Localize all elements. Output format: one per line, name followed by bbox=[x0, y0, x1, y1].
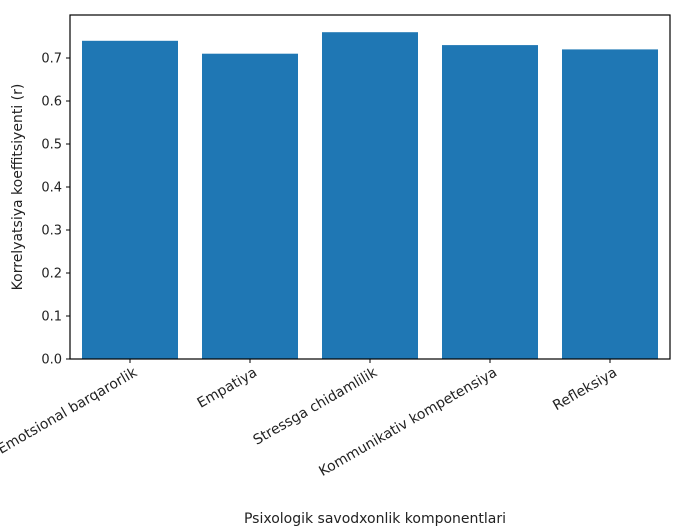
bar-1 bbox=[82, 40, 178, 360]
bar-2 bbox=[202, 53, 298, 359]
y-tick-label: 0.2 bbox=[41, 267, 62, 282]
y-axis-ticks: 0.0 0.1 0.2 0.3 0.4 0.5 0.6 0.7 bbox=[41, 52, 70, 368]
y-tick-label: 0.6 bbox=[41, 95, 62, 110]
y-tick-label: 0.0 bbox=[41, 353, 62, 368]
y-tick-label: 0.7 bbox=[41, 52, 62, 67]
y-tick-label: 0.5 bbox=[41, 138, 62, 153]
bar-3 bbox=[322, 32, 418, 359]
x-tick-label: Stressga chidamlilik bbox=[251, 364, 381, 448]
y-tick-label: 0.4 bbox=[41, 181, 62, 196]
x-tick-label: Empatiya bbox=[195, 365, 260, 412]
x-axis-label: Psixologik savodxonlik komponentlari bbox=[244, 511, 506, 527]
y-axis-label: Korrelyatsiya koeffitsiyenti (r) bbox=[10, 84, 26, 291]
bar-4 bbox=[442, 45, 538, 359]
y-tick-label: 0.3 bbox=[41, 224, 62, 239]
x-tick-label: Refleksiya bbox=[550, 365, 620, 415]
bar-5 bbox=[562, 49, 658, 360]
x-tick-label: Emotsional barqarorlik bbox=[0, 364, 141, 457]
y-tick-label: 0.1 bbox=[41, 310, 62, 325]
bars-group bbox=[82, 32, 658, 360]
